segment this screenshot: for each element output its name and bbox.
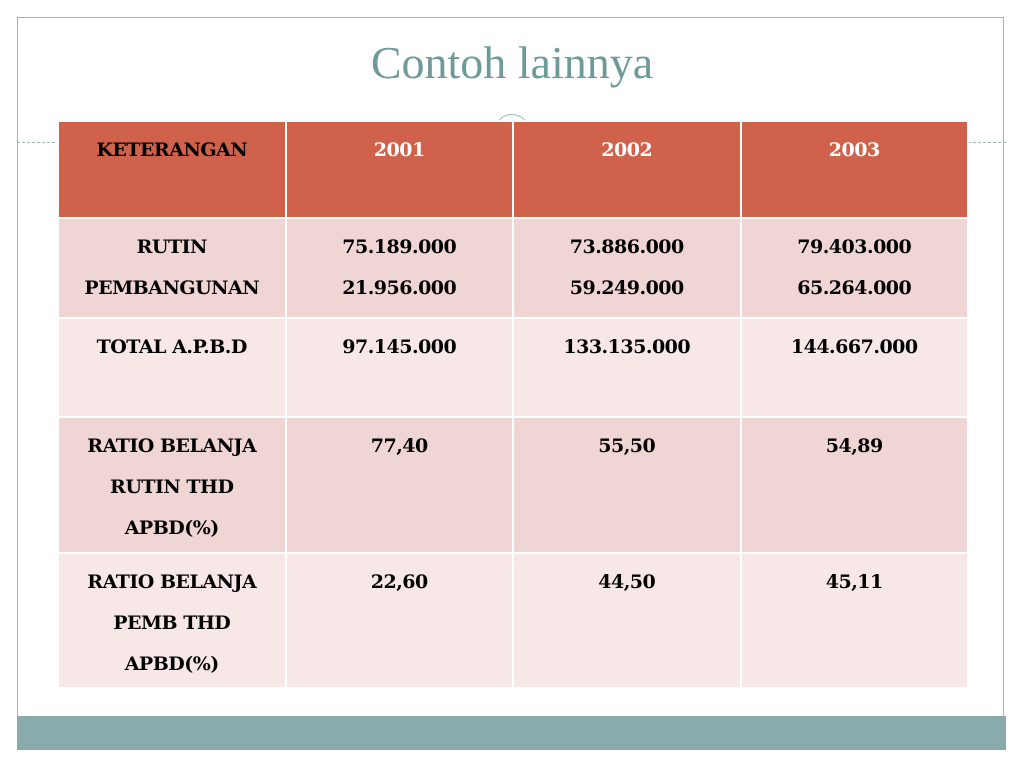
- header-cell: KETERANGAN: [57, 120, 287, 219]
- table-cell: RATIO BELANJA RUTIN THD APBD(%): [57, 416, 287, 554]
- data-table: KETERANGAN 2001 2002 2003 RUTIN PEMBANGUNAN 75…: [57, 120, 969, 689]
- table-row: RATIO BELANJA PEMB THD APBD(%) 22,60 44,50…: [57, 552, 969, 689]
- cell-line: 79.403.000: [797, 236, 912, 258]
- header-cell: 2002: [512, 120, 742, 219]
- table-row: RATIO BELANJA RUTIN THD APBD(%) 77,40 55,5…: [57, 416, 969, 554]
- table-cell: 44,50: [512, 552, 742, 689]
- header-cell: 2003: [739, 120, 969, 219]
- header-cell: 2001: [284, 120, 514, 219]
- cell-line: 65.264.000: [797, 277, 912, 299]
- table-row: TOTAL A.P.B.D 97.145.000 133.135.000 144.66…: [57, 317, 969, 418]
- table-cell: 133.135.000: [512, 317, 742, 418]
- table-row: RUTIN PEMBANGUNAN 75.189.000 21.956.000 73.8…: [57, 217, 969, 319]
- slide-title: Contoh lainnya: [370, 37, 654, 88]
- table-cell: 73.886.000 59.249.000: [512, 217, 742, 319]
- table-cell: 144.667.000: [739, 317, 969, 418]
- table-cell: 22,60: [284, 552, 514, 689]
- header-row: KETERANGAN 2001 2002 2003: [57, 120, 969, 219]
- table-cell: 45,11: [739, 552, 969, 689]
- table-cell: 55,50: [512, 416, 742, 554]
- table-cell: TOTAL A.P.B.D: [57, 317, 287, 418]
- table-cell: 77,40: [284, 416, 514, 554]
- cell-line: 73.886.000: [569, 236, 684, 258]
- table-body: RUTIN PEMBANGUNAN 75.189.000 21.956.000 73.8…: [57, 217, 969, 689]
- cell-line: RUTIN: [136, 236, 208, 258]
- table-cell: 97.145.000: [284, 317, 514, 418]
- table-cell: RATIO BELANJA PEMB THD APBD(%): [57, 552, 287, 689]
- cell-line: 59.249.000: [569, 277, 684, 299]
- table-cell: 54,89: [739, 416, 969, 554]
- cell-line: 75.189.000: [342, 236, 457, 258]
- table-cell: 79.403.000 65.264.000: [739, 217, 969, 319]
- cell-line: 21.956.000: [342, 277, 457, 299]
- table-cell: RUTIN PEMBANGUNAN: [57, 217, 287, 319]
- table-cell: 75.189.000 21.956.000: [284, 217, 514, 319]
- footer-bar: [17, 716, 1006, 750]
- cell-line: PEMBANGUNAN: [84, 277, 260, 299]
